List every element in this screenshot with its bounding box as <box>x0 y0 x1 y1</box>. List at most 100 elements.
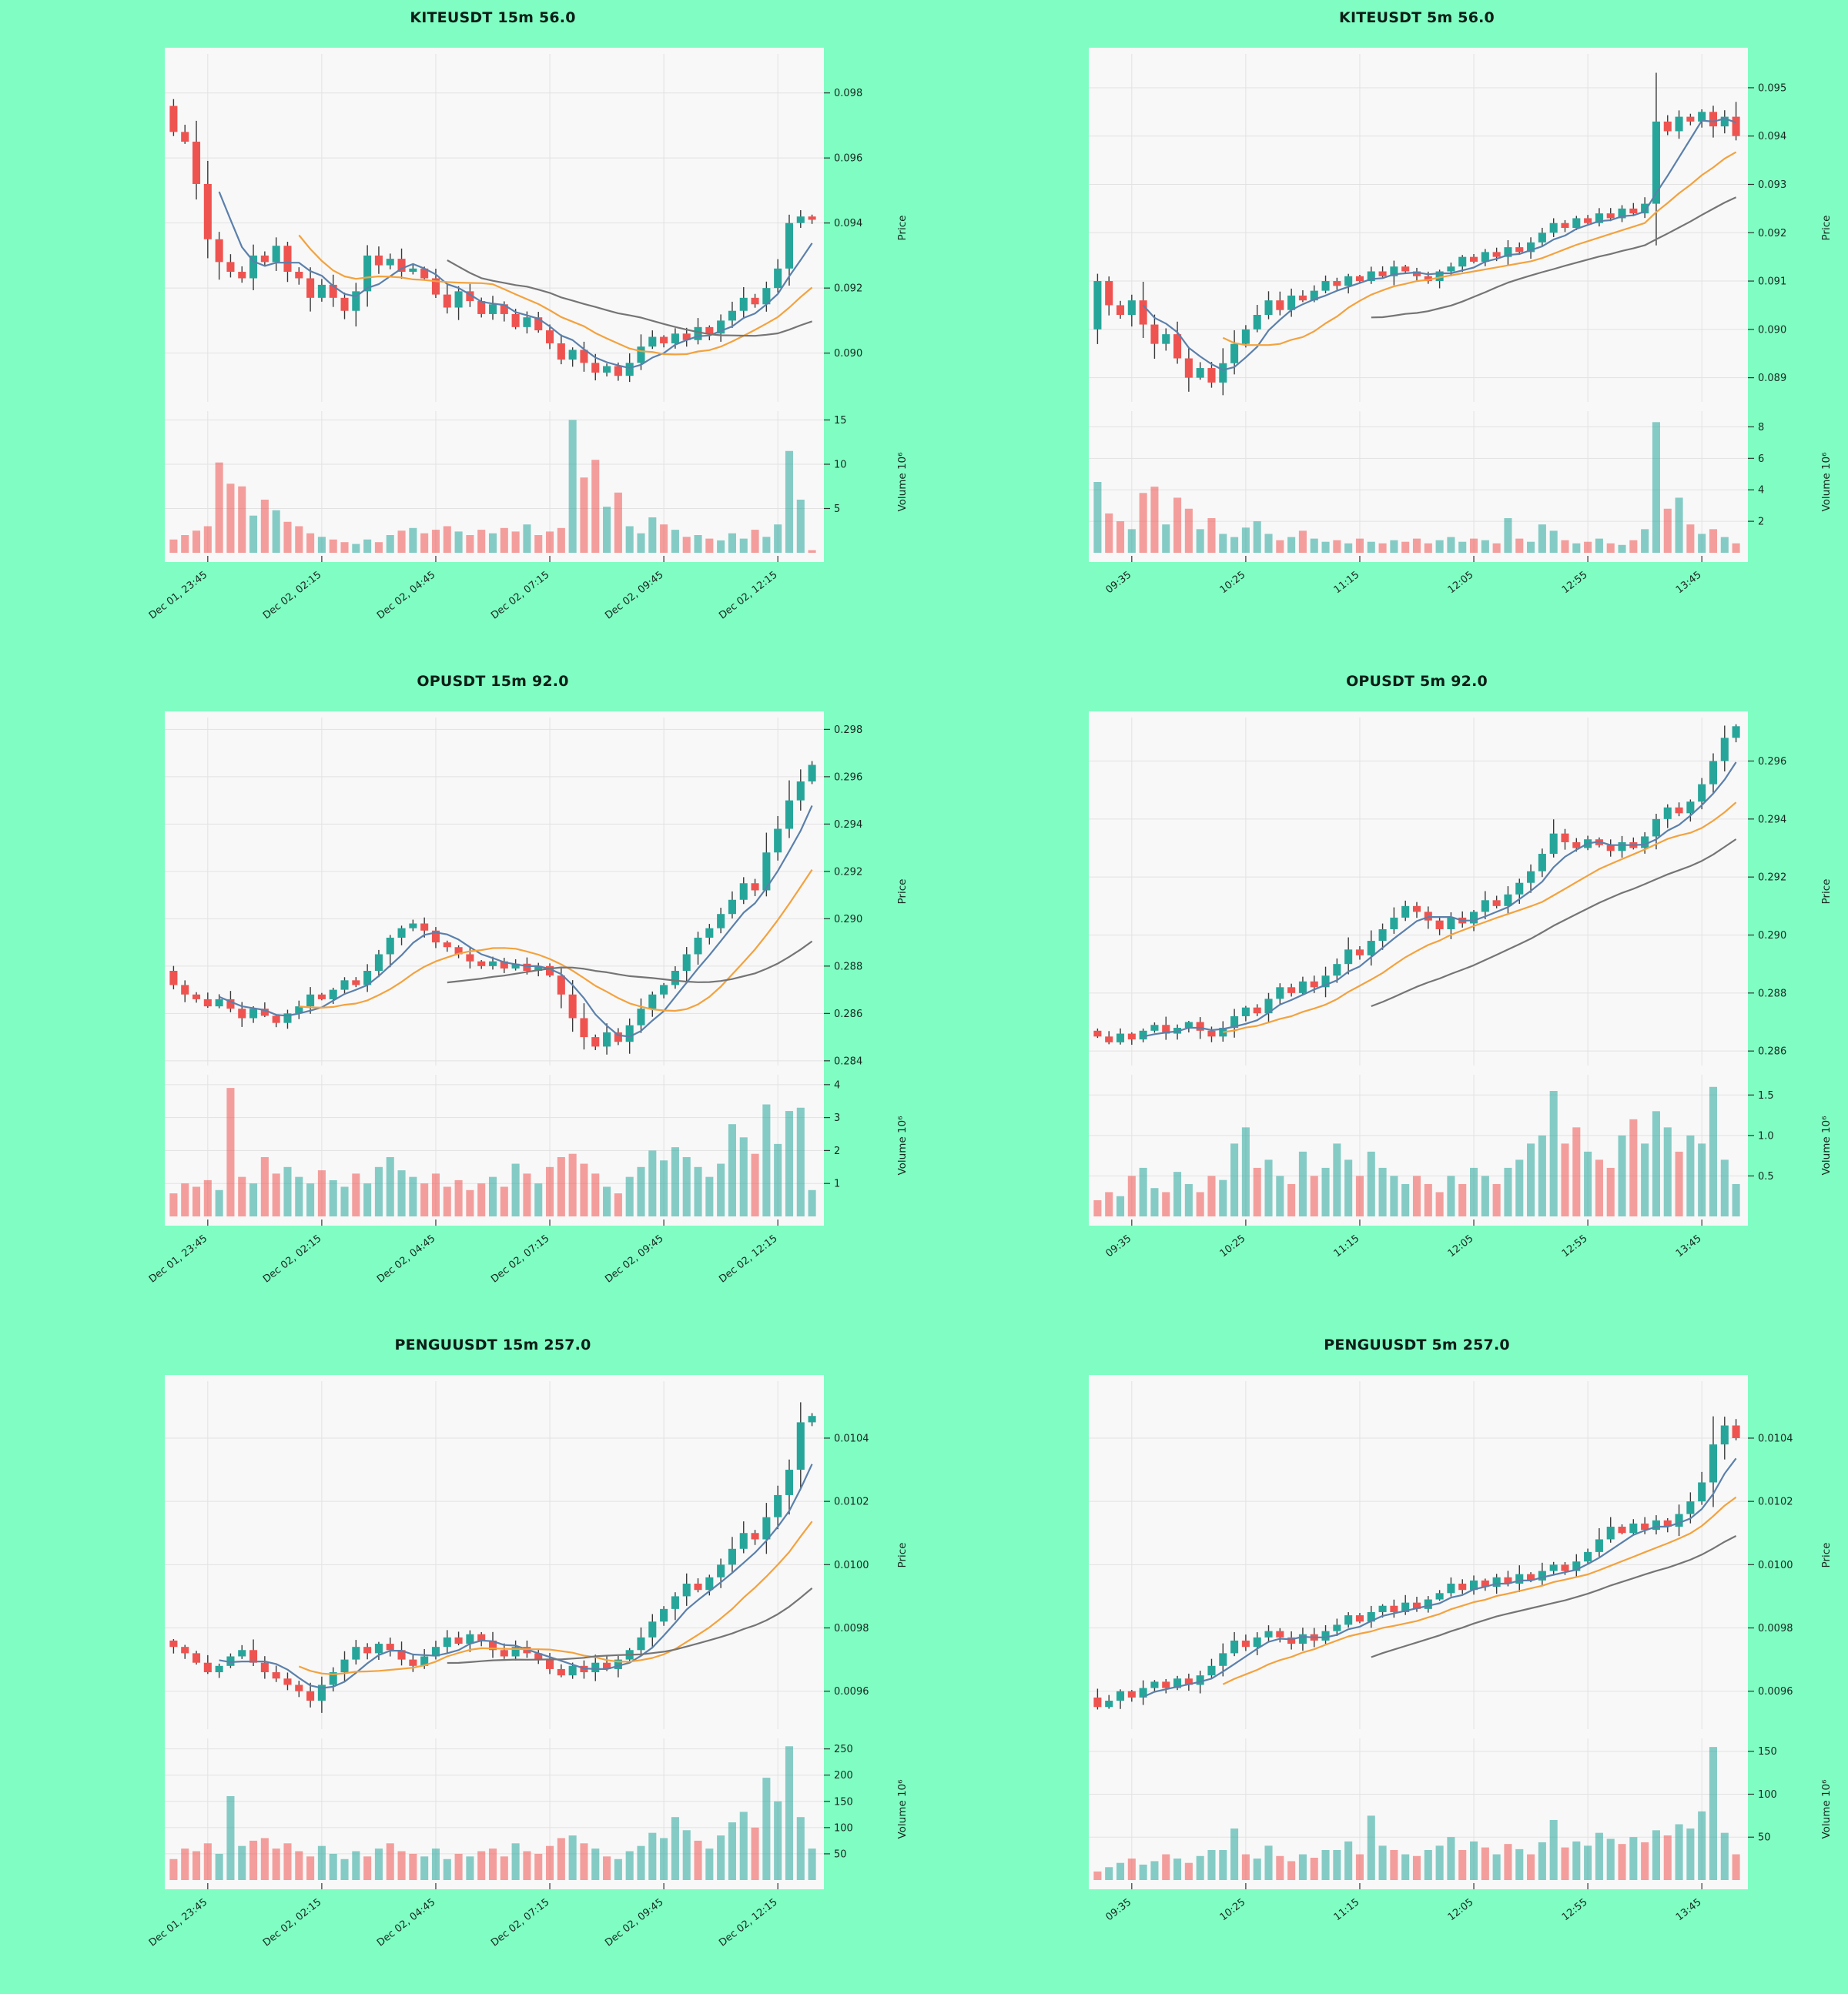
candle-body <box>751 883 759 891</box>
volume-bar <box>1367 541 1375 553</box>
volume-bar <box>420 1856 429 1880</box>
volume-bar <box>785 1111 794 1216</box>
volume-bar <box>774 524 782 553</box>
volume-bar <box>1355 1854 1364 1880</box>
x-tick-label: Dec 02, 02:15 <box>261 1233 323 1285</box>
price-axis-label: Price <box>1820 1543 1833 1568</box>
candle-body <box>591 1037 600 1047</box>
candle-body <box>1401 905 1410 918</box>
volume-bar <box>1698 534 1706 553</box>
volume-bar <box>1264 1845 1273 1880</box>
candle-body <box>397 1650 406 1660</box>
chart-figure: 0.089 0.090 0.091 0.092 0.093 0.094 0.095 2 4 6 8 0… <box>1089 48 1833 596</box>
volume-tick-label: 250 <box>834 1744 853 1755</box>
volume-bar <box>192 1186 201 1216</box>
volume-bar <box>1641 1842 1649 1880</box>
candle-body <box>363 255 372 292</box>
candle-body <box>637 1009 645 1025</box>
candle-body <box>1675 807 1683 814</box>
volume-bar <box>238 486 246 553</box>
chart-title: KITEUSDT 15m 56.0 <box>410 9 576 26</box>
candle-body <box>1355 949 1364 955</box>
candle-body <box>1652 1520 1660 1531</box>
volume-bar <box>1584 1845 1592 1880</box>
volume-bar <box>1196 1855 1204 1880</box>
volume-bar <box>591 1848 600 1880</box>
candle-body <box>272 1015 280 1023</box>
volume-bar <box>1561 1847 1569 1880</box>
volume-bar <box>1618 544 1626 553</box>
candle-body <box>1344 949 1353 965</box>
volume-bar <box>774 1143 782 1216</box>
candle-body <box>488 304 497 314</box>
candle-body <box>1675 116 1683 132</box>
volume-bars <box>1093 422 1740 553</box>
volume-bar <box>1333 540 1341 553</box>
candle-body <box>660 985 668 995</box>
volume-bar <box>1276 1176 1284 1216</box>
candle-body <box>1561 1564 1569 1571</box>
volume-bar <box>283 1843 292 1880</box>
ma-fast-line <box>219 1464 813 1689</box>
volume-bar <box>1732 1854 1740 1880</box>
axis-ticks <box>1131 87 1754 562</box>
volume-bar <box>603 1186 611 1216</box>
candles <box>169 99 816 383</box>
candle-body <box>728 1548 736 1565</box>
volume-bar <box>1504 1167 1512 1216</box>
volume-bar <box>1675 1824 1683 1880</box>
volume-bar <box>1298 1854 1307 1880</box>
candles <box>169 761 816 1055</box>
candle-body <box>488 961 497 966</box>
volume-tick-label: 1.5 <box>1758 1090 1774 1102</box>
volume-bar <box>660 1838 668 1880</box>
candle-body <box>523 317 531 327</box>
volume-bar <box>1527 541 1535 553</box>
candle-body <box>717 1564 725 1577</box>
candle-body <box>796 216 805 223</box>
candle-body <box>431 1647 440 1657</box>
volume-bar <box>1435 540 1444 553</box>
candlestick-chart-opusdt-15m: 0.284 0.286 0.288 0.290 0.292 0.294 0.296 0.298… <box>0 664 924 1327</box>
price-tick-label: 0.284 <box>834 1056 862 1067</box>
volume-bar <box>1470 538 1478 553</box>
volume-tick-label: 100 <box>834 1822 853 1834</box>
x-tick-label: 12:55 <box>1560 1233 1590 1260</box>
volume-bar <box>1287 1183 1296 1216</box>
candle-body <box>1572 841 1581 848</box>
candle-body <box>1093 1697 1102 1708</box>
candle-body <box>352 1647 360 1660</box>
candle-body <box>603 1032 611 1047</box>
volume-bar <box>1184 508 1193 553</box>
candle-body <box>420 268 429 279</box>
candle-body <box>169 971 178 985</box>
candle-body <box>488 1640 497 1651</box>
candle-body <box>1321 1631 1330 1641</box>
candle-body <box>1618 841 1626 851</box>
volume-bar <box>1150 1861 1159 1880</box>
candle-body <box>238 272 246 279</box>
volume-bar <box>1686 1828 1695 1880</box>
volume-bar <box>1549 1091 1558 1216</box>
candle-body <box>1105 281 1113 306</box>
volume-bar <box>1595 1832 1603 1880</box>
candle-body <box>477 1634 486 1641</box>
price-axis-label: Price <box>896 879 909 905</box>
volume-bar <box>1253 1167 1261 1216</box>
volume-bar <box>682 1156 691 1216</box>
x-tick-label: Dec 02, 02:15 <box>261 1896 323 1949</box>
volume-bar <box>580 477 588 553</box>
volume-bar <box>1390 1849 1398 1880</box>
x-tick-label: Dec 02, 07:15 <box>489 1896 551 1949</box>
candle-body <box>1173 1678 1182 1688</box>
candle-body <box>181 132 189 142</box>
candle-body <box>1572 1561 1581 1571</box>
volume-tick-label: 50 <box>834 1848 847 1860</box>
volume-bar <box>1105 1867 1113 1880</box>
x-tick-label: 09:35 <box>1104 1233 1134 1260</box>
chart-cell-penguusdt-5m: 0.0096 0.0098 0.0100 0.0102 0.0104 50 100 150 09… <box>924 1327 1848 1991</box>
plot-panel <box>165 1375 824 1889</box>
candle-body <box>454 947 463 955</box>
candlestick-chart-kiteusdt-15m: 0.090 0.092 0.094 0.096 0.098 5 10 15 Dec 01, 23… <box>0 0 924 664</box>
volume-tick-label: 150 <box>1758 1746 1777 1758</box>
